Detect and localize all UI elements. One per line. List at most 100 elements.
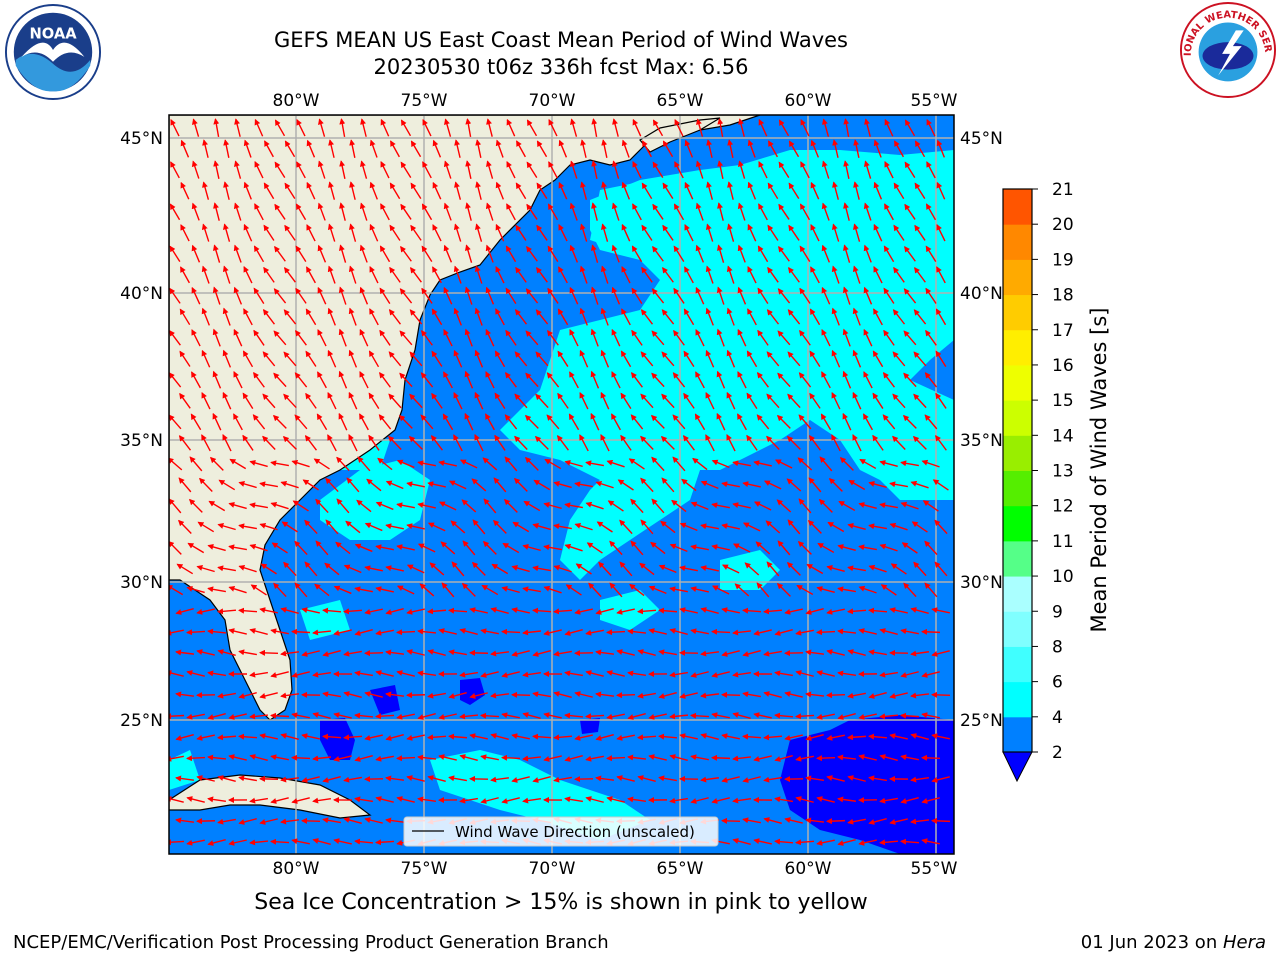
wave-direction-arrow bbox=[822, 118, 830, 137]
wave-direction-arrow bbox=[233, 413, 243, 431]
wave-direction-arrow bbox=[380, 203, 390, 221]
wave-direction-arrow bbox=[931, 817, 951, 824]
wave-direction-arrow bbox=[490, 650, 510, 657]
wave-direction-arrow bbox=[202, 181, 210, 200]
wave-direction-arrow bbox=[672, 414, 686, 430]
wave-direction-arrow bbox=[620, 434, 632, 451]
wave-direction-arrow bbox=[349, 139, 356, 158]
wave-direction-arrow bbox=[564, 502, 583, 509]
wave-direction-arrow bbox=[495, 139, 504, 158]
wave-direction-arrow bbox=[721, 564, 740, 574]
wave-direction-arrow bbox=[427, 649, 446, 656]
wave-direction-arrow bbox=[409, 351, 423, 367]
wave-direction-arrow bbox=[651, 288, 665, 304]
wave-direction-arrow bbox=[262, 351, 276, 367]
wave-direction-arrow bbox=[912, 435, 927, 450]
wave-direction-arrow bbox=[711, 502, 730, 509]
wave-direction-arrow bbox=[201, 434, 211, 452]
arrow-legend: Wind Wave Direction (unscaled) bbox=[403, 816, 719, 847]
colorbar-tick-label: 20 bbox=[1052, 215, 1074, 235]
wave-direction-arrow bbox=[506, 118, 516, 137]
colorbar-tick-label: 21 bbox=[1052, 180, 1074, 200]
wave-direction-arrow bbox=[737, 202, 746, 221]
wave-direction-arrow bbox=[799, 329, 811, 346]
lon-tick-bottom: 60°W bbox=[785, 859, 832, 879]
wave-direction-arrow bbox=[201, 392, 211, 410]
wave-direction-arrow bbox=[806, 563, 824, 575]
wave-direction-arrow bbox=[406, 564, 425, 574]
wave-direction-arrow bbox=[777, 372, 791, 388]
wave-direction-arrow bbox=[207, 670, 227, 677]
wave-direction-arrow bbox=[863, 202, 872, 221]
wave-direction-arrow bbox=[264, 140, 274, 158]
wave-direction-arrow bbox=[432, 181, 442, 200]
wave-direction-arrow bbox=[318, 118, 326, 137]
wave-direction-arrow bbox=[674, 161, 684, 179]
wave-direction-arrow bbox=[313, 458, 330, 470]
wave-direction-arrow bbox=[432, 266, 442, 284]
wave-direction-arrow bbox=[254, 161, 264, 179]
wave-direction-arrow bbox=[883, 287, 895, 304]
wave-direction-arrow bbox=[873, 139, 882, 158]
wave-direction-arrow bbox=[409, 309, 423, 325]
wave-direction-arrow bbox=[223, 223, 231, 242]
wave-direction-arrow bbox=[253, 371, 265, 388]
wave-direction-arrow bbox=[853, 181, 860, 200]
wave-direction-arrow bbox=[651, 330, 665, 346]
wave-direction-arrow bbox=[826, 649, 845, 656]
wave-direction-arrow bbox=[553, 608, 573, 615]
wave-direction-arrow bbox=[238, 481, 257, 489]
wave-direction-arrow bbox=[339, 202, 346, 221]
wave-direction-arrow bbox=[532, 650, 551, 657]
wave-direction-arrow bbox=[921, 459, 940, 468]
noaa-logo-text: NOAA bbox=[29, 25, 77, 42]
wave-direction-arrow bbox=[406, 523, 425, 530]
wave-direction-arrow bbox=[606, 459, 625, 468]
wave-direction-arrow bbox=[253, 287, 265, 304]
wave-direction-arrow bbox=[900, 671, 919, 678]
wave-direction-arrow bbox=[726, 349, 736, 368]
wave-direction-arrow bbox=[461, 582, 476, 597]
wave-direction-arrow bbox=[787, 393, 801, 409]
wave-direction-arrow bbox=[369, 181, 378, 200]
wave-direction-arrow bbox=[778, 203, 790, 220]
colorbar-segment bbox=[1003, 470, 1032, 507]
wave-direction-arrow bbox=[716, 244, 725, 263]
wave-direction-arrow bbox=[399, 330, 413, 346]
wave-direction-arrow bbox=[180, 224, 190, 242]
wave-direction-arrow bbox=[893, 266, 905, 283]
wave-direction-arrow bbox=[480, 671, 499, 678]
wave-direction-arrow bbox=[816, 629, 836, 636]
wave-direction-arrow bbox=[273, 288, 287, 304]
wave-direction-arrow bbox=[417, 670, 437, 677]
wave-direction-arrow bbox=[837, 628, 857, 635]
wave-direction-arrow bbox=[169, 372, 182, 388]
wave-direction-arrow bbox=[406, 481, 425, 488]
colorbar-segment bbox=[1003, 224, 1032, 260]
colorbar-extend-min bbox=[1002, 751, 1033, 783]
wave-direction-arrow bbox=[191, 202, 200, 221]
wave-direction-arrow bbox=[756, 372, 769, 388]
wave-direction-arrow bbox=[338, 286, 347, 305]
wave-direction-arrow bbox=[495, 308, 505, 326]
wave-direction-arrow bbox=[579, 349, 589, 368]
wave-direction-arrow bbox=[217, 608, 237, 615]
wave-direction-arrow bbox=[778, 119, 790, 137]
wave-direction-arrow bbox=[505, 287, 517, 304]
wave-direction-arrow bbox=[706, 139, 713, 158]
wave-direction-arrow bbox=[817, 542, 835, 554]
wave-direction-arrow bbox=[526, 203, 538, 220]
wave-direction-arrow bbox=[432, 224, 442, 242]
wave-direction-arrow bbox=[421, 245, 433, 262]
wave-direction-arrow bbox=[532, 523, 551, 531]
wave-direction-arrow bbox=[758, 161, 768, 179]
wave-direction-arrow bbox=[831, 223, 840, 242]
wave-direction-arrow bbox=[207, 586, 226, 593]
wave-direction-arrow bbox=[186, 586, 205, 594]
wave-direction-arrow bbox=[852, 265, 861, 284]
wave-direction-arrow bbox=[641, 266, 653, 283]
wave-direction-arrow bbox=[354, 629, 373, 636]
wave-direction-arrow bbox=[543, 544, 562, 551]
wave-direction-arrow bbox=[459, 671, 478, 678]
wave-direction-arrow bbox=[359, 202, 368, 221]
